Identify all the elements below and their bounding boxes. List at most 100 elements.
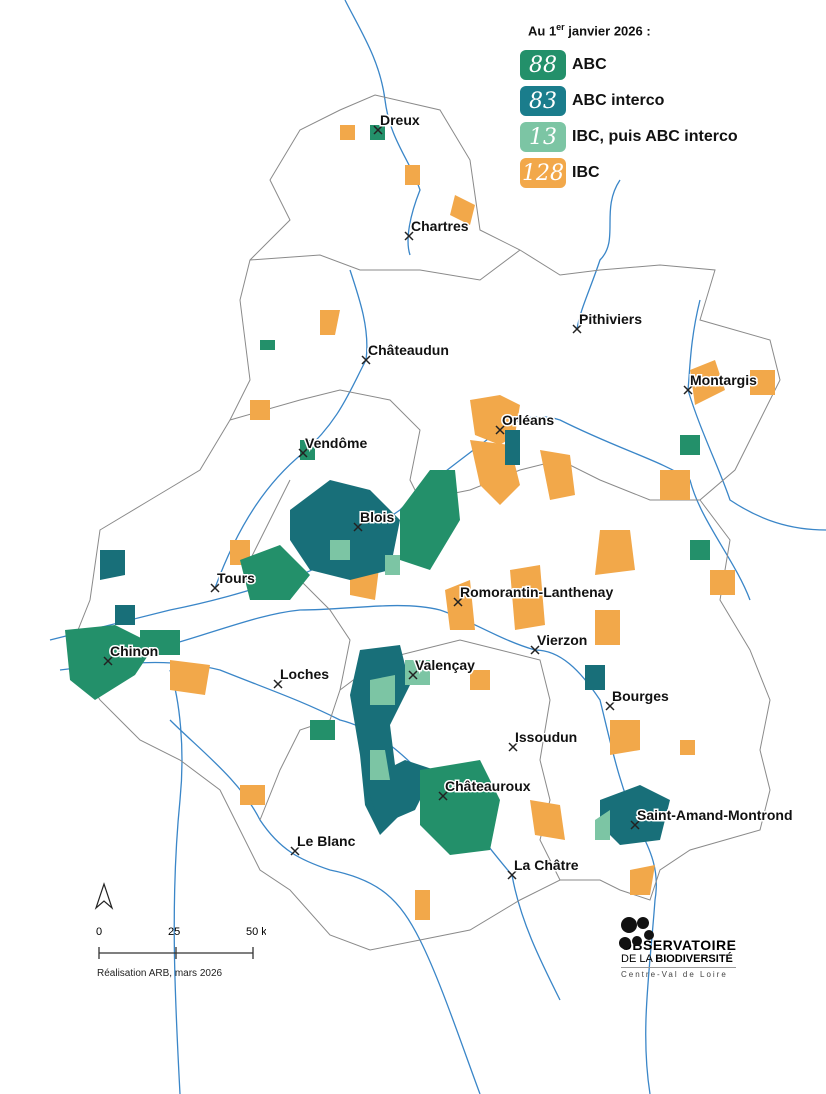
city-marker-icon <box>508 742 518 752</box>
city-marker-icon <box>361 355 371 365</box>
city-label: Romorantin-Lanthenay <box>460 584 613 600</box>
area-ibc-interco <box>405 660 430 685</box>
legend-label: ABC <box>572 56 607 74</box>
river <box>344 0 421 256</box>
logo-drops-icon <box>619 917 654 949</box>
city-marker-icon <box>438 791 448 801</box>
legend-count-badge: 83 <box>520 86 566 117</box>
river <box>576 179 621 330</box>
area-abc <box>690 540 710 560</box>
area-abc <box>400 470 460 570</box>
area-abc-interco <box>600 785 670 845</box>
city-label: Vendôme <box>305 435 367 451</box>
city-marker-icon <box>298 448 308 458</box>
scale-bar: 0 25 50 km <box>96 925 276 968</box>
legend-label: ABC interco <box>572 92 665 110</box>
area-ibc <box>750 370 775 395</box>
city-marker-icon <box>408 670 418 680</box>
city-label: Tours <box>217 570 255 586</box>
legend: Au 1er janvier 2026 : 88 ABC 83 ABC interco… <box>520 22 738 194</box>
city-label: Chartres <box>411 218 469 234</box>
area-abc-interco <box>115 605 135 625</box>
area-ibc <box>340 125 355 140</box>
city-marker-icon <box>683 385 693 395</box>
city-marker-icon <box>453 597 463 607</box>
area-ibc <box>470 670 490 690</box>
legend-count-badge: 88 <box>520 50 566 81</box>
credit: Réalisation ARB, mars 2026 <box>97 968 223 979</box>
area-ibc <box>250 400 270 420</box>
area-ibc-interco <box>385 555 400 575</box>
city-label: Bourges <box>612 688 669 704</box>
area-abc-interco <box>290 480 400 580</box>
city-label: Le Blanc <box>297 833 356 849</box>
area-abc-interco <box>505 430 520 465</box>
river <box>214 269 368 589</box>
scale-tick-label: 0 <box>96 926 102 938</box>
city-marker-icon <box>530 645 540 655</box>
city-marker-icon <box>630 820 640 830</box>
area-abc <box>420 760 500 855</box>
area-ibc-interco <box>595 810 610 840</box>
river-creuse <box>169 719 481 1094</box>
area-abc <box>680 435 700 455</box>
legend-item: 88 ABC <box>520 50 738 81</box>
area-abc <box>300 440 315 460</box>
region-outline <box>69 94 781 951</box>
city-label: Blois <box>360 509 394 525</box>
legend-title: Au 1er janvier 2026 : <box>528 22 651 39</box>
city-label: Châteauroux <box>445 778 531 794</box>
area-abc <box>260 340 275 350</box>
legend-count-badge: 13 <box>520 122 566 153</box>
legend-item: 13 IBC, puis ABC interco <box>520 122 738 153</box>
area-ibc <box>630 865 655 895</box>
city-label: Saint-Amand-Montrond <box>637 807 793 823</box>
area-ibc-interco <box>370 675 395 705</box>
city-label: Châteaudun <box>368 342 449 358</box>
area-abc <box>140 630 180 655</box>
legend-label: IBC <box>572 164 600 182</box>
department-border <box>249 249 521 281</box>
logo-text: Centre-Val de Loire <box>621 967 737 979</box>
area-abc-interco <box>585 665 605 690</box>
city-label: Orléans <box>502 412 554 428</box>
city-label: Loches <box>280 666 329 682</box>
river <box>511 874 561 1001</box>
city-marker-icon <box>290 846 300 856</box>
city-marker-icon <box>507 870 517 880</box>
logo-text: DE LA BIODIVERSITÉ <box>621 953 733 965</box>
city-label: Pithiviers <box>579 311 642 327</box>
area-ibc <box>660 470 690 500</box>
city-marker-icon <box>495 425 505 435</box>
area-ibc <box>595 530 635 575</box>
area-ibc <box>530 800 565 840</box>
area-ibc <box>690 360 725 405</box>
scale-tick-label: 50 km <box>246 926 266 938</box>
area-ibc <box>415 890 430 920</box>
legend-label: IBC, puis ABC interco <box>572 128 738 146</box>
scale-tick-label: 25 <box>168 926 180 938</box>
legend-item: 128 IBC <box>520 158 738 189</box>
department-border <box>259 579 351 821</box>
area-abc <box>370 125 385 140</box>
area-ibc <box>320 310 340 335</box>
area-ibc <box>450 195 475 225</box>
north-arrow-icon <box>94 882 114 910</box>
city-marker-icon <box>373 125 383 135</box>
city-marker-icon <box>572 324 582 334</box>
logo-text: OBSERVATOIRE <box>621 937 737 953</box>
city-label: Issoudun <box>515 729 577 745</box>
city-label: Vierzon <box>537 632 587 648</box>
area-ibc <box>510 565 545 630</box>
city-label: La Châtre <box>514 857 579 873</box>
city-marker-icon <box>404 231 414 241</box>
city-marker-icon <box>210 583 220 593</box>
city-marker-icon <box>273 679 283 689</box>
area-ibc <box>710 570 735 595</box>
area-abc <box>310 720 335 740</box>
department-border <box>229 389 421 501</box>
area-abc-interco <box>100 550 125 580</box>
city-marker-icon <box>353 522 363 532</box>
area-ibc <box>680 740 695 755</box>
